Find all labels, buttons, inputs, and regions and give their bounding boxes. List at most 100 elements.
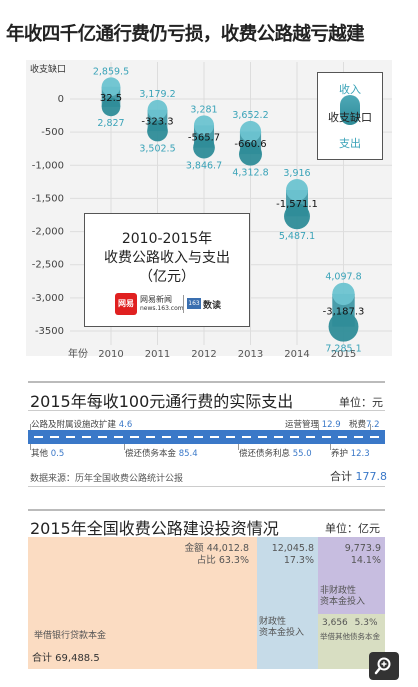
section3-unit: 单位：亿元 [325, 522, 380, 535]
bank-share: 占比 63.3% [196, 555, 249, 566]
bar-tick [30, 424, 31, 430]
fiscal-label-2: 资本金投入 [259, 628, 305, 638]
info-line-2: 收费公路收入与支出 [104, 250, 230, 266]
gap-value-label: -1,571.1 [276, 199, 318, 210]
income-bubble [332, 282, 355, 306]
expense-value-label: 3,502.5 [139, 143, 175, 154]
expense-value-label: 3,846.7 [186, 160, 222, 171]
legend-blob-icon [340, 95, 360, 125]
zoom-icon [374, 657, 391, 675]
item-other: 其他 0.5 [31, 449, 65, 459]
expense-bubble [328, 311, 359, 342]
y-tick-label: -2,500 [32, 260, 64, 271]
netease-logo-text: 网易新闻 news.163.com [140, 295, 184, 313]
income-value-label: 3,652.2 [232, 110, 268, 121]
info-line-3: （亿元） [139, 269, 195, 285]
expense-value-label: 7,285.1 [325, 344, 361, 355]
income-value-label: 3,916 [283, 168, 310, 179]
expense-bubble [193, 136, 215, 159]
shudu-logo-icon: 163 [187, 298, 201, 309]
bar-dash [354, 436, 363, 438]
expense-value-label: 4,312.8 [232, 168, 268, 179]
income-bubble [239, 120, 262, 143]
nonfiscal-label-1: 非财政性 [320, 586, 357, 596]
nonfiscal-amount: 9,773.9 [344, 543, 381, 554]
bar-tick [330, 444, 331, 450]
x-tick-label: 2014 [284, 349, 309, 360]
bank-amount: 金额 44,012.8 [184, 543, 249, 554]
y-tick-label: -3500 [35, 326, 64, 337]
income-value-label: 4,097.8 [325, 272, 361, 283]
other-amount: 3,656 [322, 618, 348, 628]
item-operation: 运营管理 12.9 [285, 420, 341, 430]
section3-total: 合计 69,488.5 [32, 653, 100, 664]
section2-bottom-rule [28, 486, 385, 487]
bar-dash [226, 436, 235, 438]
bar-dash [178, 436, 187, 438]
zoom-button[interactable] [369, 652, 399, 680]
section3-top-rule [28, 509, 385, 511]
section2-title: 2015年每收100元通行费的实际支出 [30, 392, 294, 411]
tile-fiscal-label: 财政性 资本金投入 [259, 617, 304, 639]
expense-value-label: 5,487.1 [279, 231, 315, 242]
bar-dash [66, 436, 75, 438]
gap-value-label: 32.5 [100, 93, 122, 104]
other-label: 举借其他债务本金 [320, 632, 380, 641]
bar-dash [370, 436, 379, 438]
nonfiscal-share: 14.1% [350, 555, 381, 566]
section2-total: 合计 177.8 [330, 470, 387, 483]
tile-fiscal: 12,045.8 17.3% 财政性 资本金投入 [257, 537, 318, 669]
bar-dash [274, 436, 283, 438]
bar-dash [114, 436, 123, 438]
legend-income: 收入 [339, 83, 361, 96]
bank-label: 举借银行贷款本金 [34, 631, 107, 641]
gap-value-label: -565.7 [188, 132, 220, 143]
bar-tick [370, 424, 371, 430]
x-tick-label: 2010 [98, 349, 123, 360]
bar-dash [242, 436, 251, 438]
income-bubble [101, 77, 121, 97]
fiscal-label-1: 财政性 [259, 617, 287, 627]
item-principal: 偿还债务本金 85.4 [125, 449, 198, 459]
netease-logo: 网易 [115, 293, 137, 315]
tile-nonfiscal-label: 非财政性 资本金投入 [320, 586, 365, 608]
bar-tick [238, 444, 239, 450]
income-value-label: 3,179.2 [139, 89, 175, 100]
y-tick-label: -1,500 [32, 193, 64, 204]
expense-value-label: 2,827 [97, 118, 124, 129]
page-title: 年收四千亿通行费仍亏损，收费公路越亏越建 [6, 24, 365, 45]
y-tick-label: -500 [41, 127, 64, 138]
bar-dash [258, 436, 267, 438]
tile-bank-values: 金额 44,012.8 占比 63.3% [185, 543, 249, 567]
y-tick-label: -3,000 [32, 293, 64, 304]
gap-value-label: -323.3 [141, 116, 173, 127]
tile-bank-loan: 金额 44,012.8 占比 63.3% 举借银行贷款本金 [28, 537, 257, 669]
tile-other-values: 3,656 5.3% [322, 618, 378, 628]
bar-dash [194, 436, 203, 438]
legend-gap: 收支缺口 [328, 111, 372, 124]
y-tick-label: -1,000 [32, 160, 64, 171]
bar-dash [130, 436, 139, 438]
netease-url: news.163.com [140, 305, 184, 312]
section2-unit: 单位：元 [339, 396, 383, 409]
fiscal-amount: 12,045.8 [271, 543, 314, 554]
bar-dash [34, 436, 43, 438]
legend-expense: 支出 [339, 137, 361, 150]
bar-dash [162, 436, 171, 438]
gap-value-label: -660.6 [234, 139, 266, 150]
x-tick-label: 2015 [331, 349, 356, 360]
logo-divider [183, 295, 184, 313]
item-upgrade: 公路及附属设施改扩建 4.6 [31, 420, 133, 430]
bar-dash [338, 436, 347, 438]
income-value-label: 2,859.5 [93, 66, 129, 77]
netease-name: 网易新闻 [140, 295, 172, 304]
item-tax: 税费7.2 [349, 420, 380, 430]
chart-legend: 收入 收支缺口 支出 [317, 72, 383, 160]
bar-dash [98, 436, 107, 438]
bar-dash [82, 436, 91, 438]
section2-top-rule [28, 381, 385, 383]
tile-fiscal-values: 12,045.8 17.3% [272, 543, 314, 567]
gap-value-label: -3,187.3 [323, 306, 365, 317]
investment-treemap: 金额 44,012.8 占比 63.3% 举借银行贷款本金 12,045.8 1… [28, 537, 385, 669]
x-tick-label: 2013 [238, 349, 263, 360]
